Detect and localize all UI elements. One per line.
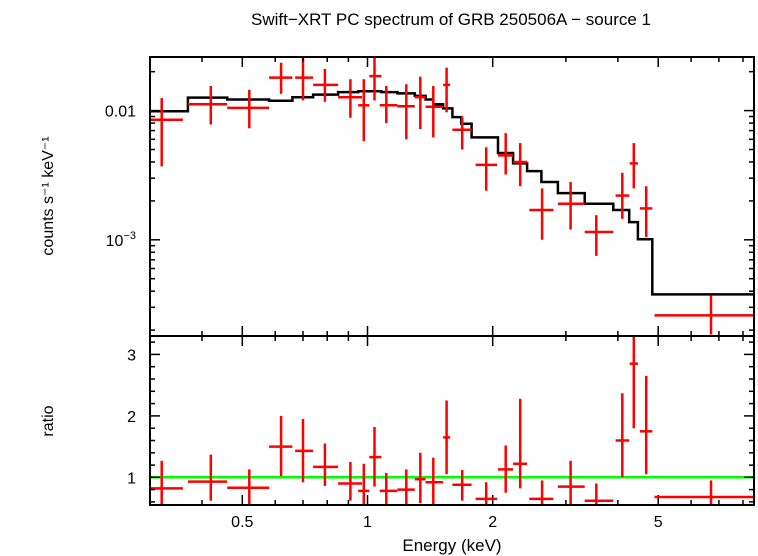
ratio-data-point — [452, 470, 472, 501]
ratio-data-point — [615, 393, 630, 478]
x-tick-label: 5 — [654, 514, 663, 531]
ratio-data-layer — [150, 336, 754, 505]
spectrum-data-point — [338, 79, 362, 118]
model-line — [150, 90, 754, 296]
spectrum-y-tick-label: 10−3 — [106, 230, 136, 250]
spectrum-data-point — [615, 172, 630, 219]
spectrum-data-point — [425, 86, 444, 138]
spectrum-data-point — [443, 67, 451, 113]
ratio-data-point — [379, 473, 398, 505]
spectrum-data-point — [475, 147, 498, 191]
ratio-data-point — [513, 398, 528, 489]
ratio-data-point — [498, 445, 514, 493]
spectrum-data-point — [414, 76, 426, 129]
spectrum-data-point — [150, 98, 183, 167]
spectrum-data-point — [452, 116, 472, 150]
ratio-data-point — [443, 400, 451, 475]
ratio-data-point — [358, 463, 370, 505]
ratio-data-point — [475, 482, 498, 505]
spectrum-data-point — [358, 79, 370, 142]
spectrum-data-point — [639, 186, 653, 238]
spectrum-data-point — [654, 295, 754, 335]
ratio-data-point — [187, 454, 228, 501]
spectrum-data-point — [397, 84, 415, 140]
ratio-y-tick-label: 3 — [127, 347, 136, 364]
x-axis-label: Energy (keV) — [402, 536, 501, 555]
spectrum-ticks: 0.01 10−3 — [105, 57, 754, 505]
ratio-data-point — [425, 457, 444, 505]
spectrum-data-point — [295, 57, 314, 101]
spectrum-data-layer — [150, 57, 754, 335]
spectrum-y-axis-label: counts s⁻¹ keV⁻¹ — [40, 136, 57, 255]
ratio-y-tick-label: 1 — [127, 470, 136, 487]
ratio-ticks: 0.5 1 2 5 1 2 3 — [127, 341, 754, 531]
ratio-data-point — [639, 375, 653, 475]
spectrum-data-point — [557, 182, 585, 230]
ratio-panel: 0.5 1 2 5 1 2 3 ratio Energy (keV) — [40, 335, 755, 555]
spectrum-y-tick-label: 0.01 — [105, 104, 136, 121]
ratio-data-point — [150, 460, 183, 505]
spectrum-data-point — [227, 89, 270, 129]
ratio-y-axis-label: ratio — [40, 405, 57, 436]
chart-title: Swift−XRT PC spectrum of GRB 250506A − s… — [251, 10, 651, 29]
ratio-data-point — [584, 483, 614, 505]
ratio-data-point — [227, 469, 270, 505]
spectrum-data-point — [379, 86, 398, 124]
ratio-data-point — [338, 462, 362, 501]
spectrum-data-point — [529, 188, 554, 240]
x-tick-label: 1 — [363, 514, 372, 531]
spectrum-data-point — [269, 62, 293, 94]
ratio-data-point — [295, 419, 314, 483]
ratio-y-tick-label: 2 — [127, 409, 136, 426]
ratio-data-point — [557, 460, 585, 505]
ratio-data-point — [369, 427, 382, 487]
spectrum-data-point — [369, 57, 382, 101]
spectrum-data-point — [629, 143, 638, 189]
ratio-data-point — [529, 480, 554, 505]
ratio-data-point — [269, 415, 293, 477]
ratio-frame — [149, 335, 755, 506]
spectrum-data-point — [584, 215, 614, 256]
ratio-data-point — [397, 469, 415, 505]
spectrum-data-point — [187, 86, 228, 125]
spectrum-data-point — [498, 133, 514, 175]
ratio-data-point — [414, 452, 426, 504]
ratio-data-point — [313, 443, 339, 486]
spectrum-data-point — [513, 143, 528, 187]
spectrum-data-point — [313, 69, 339, 102]
x-tick-label: 2 — [488, 514, 497, 531]
x-tick-label: 0.5 — [231, 514, 253, 531]
ratio-data-point — [654, 480, 754, 505]
ratio-data-point — [629, 336, 638, 429]
